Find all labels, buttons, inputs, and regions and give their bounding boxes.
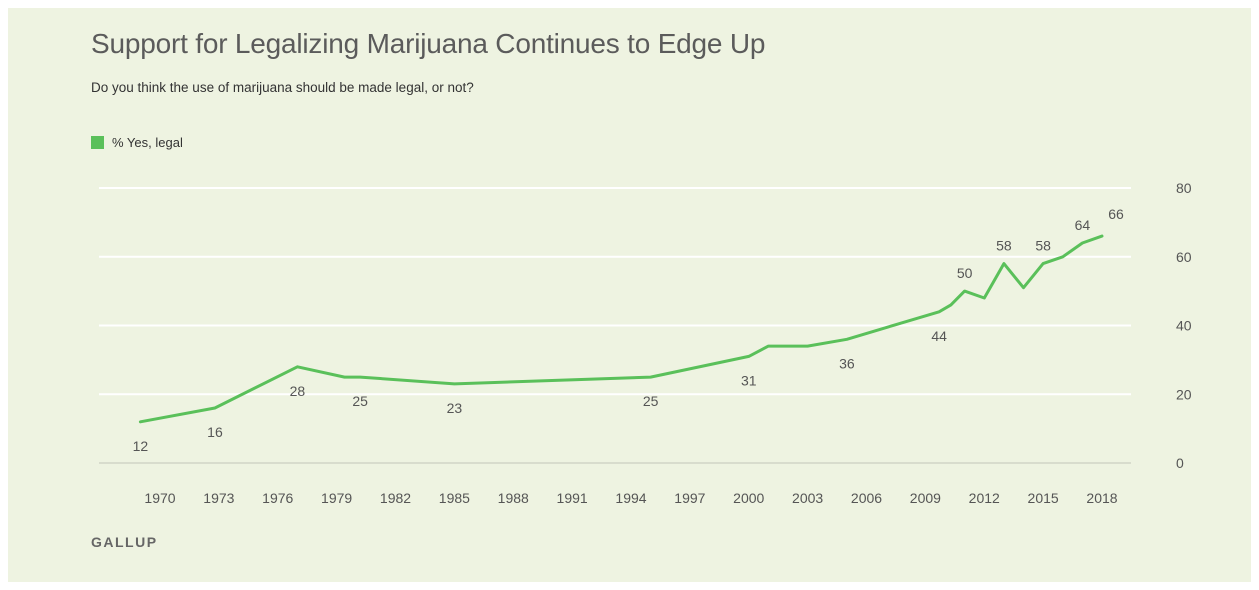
legend-swatch [91,136,104,149]
x-tick-label: 2015 [1028,490,1059,506]
data-label: 50 [957,265,973,281]
x-tick-label: 2012 [969,490,1000,506]
chart-title: Support for Legalizing Marijuana Continu… [91,28,766,59]
y-tick-label: 20 [1176,386,1192,402]
y-tick-label: 40 [1176,318,1192,334]
series-line [138,234,1104,424]
data-label: 44 [931,328,947,344]
x-tick-label: 1976 [262,490,293,506]
x-tick-label: 1991 [557,490,588,506]
x-tick-label: 2006 [851,490,882,506]
x-tick-label: 1997 [674,490,705,506]
data-label: 64 [1075,217,1091,233]
x-tick-label: 2009 [910,490,941,506]
x-tick-label: 1988 [498,490,529,506]
x-tick-label: 1973 [203,490,234,506]
gallup-logo: GALLUP [91,534,158,550]
legend: % Yes, legal [91,135,183,150]
data-label: 16 [207,424,223,440]
x-tick-label: 1970 [144,490,175,506]
x-tick-label: 1994 [615,490,646,506]
data-label: 31 [741,372,757,388]
data-label: 25 [643,393,659,409]
chart-card [8,8,1251,582]
data-label: 12 [133,438,149,454]
x-tick-label: 1979 [321,490,352,506]
chart-subtitle: Do you think the use of marijuana should… [91,80,474,95]
x-tick-label: 2003 [792,490,823,506]
x-tick-label: 1985 [439,490,470,506]
x-tick-label: 1982 [380,490,411,506]
data-label: 25 [352,393,368,409]
data-label: 28 [290,383,306,399]
x-tick-label: 2018 [1086,490,1117,506]
y-tick-label: 80 [1176,180,1192,196]
y-tick-label: 60 [1176,249,1192,265]
data-label: 58 [1035,238,1051,254]
legend-label: % Yes, legal [112,135,183,150]
data-label: 36 [839,355,855,371]
x-tick-label: 2000 [733,490,764,506]
y-tick-label: 0 [1176,455,1184,471]
data-label: 58 [996,238,1012,254]
data-label: 23 [447,400,463,416]
data-label: 66 [1108,206,1124,222]
